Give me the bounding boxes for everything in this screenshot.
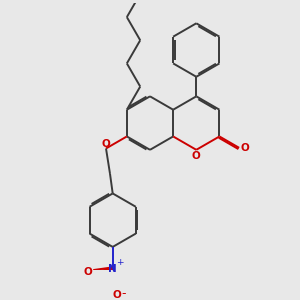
Text: N: N [108,264,117,274]
Text: O: O [102,139,110,149]
Text: O: O [241,143,249,153]
Text: +: + [116,259,124,268]
Text: O: O [192,151,201,161]
Text: O: O [83,266,92,277]
Text: O: O [112,290,121,300]
Text: -: - [121,287,126,300]
